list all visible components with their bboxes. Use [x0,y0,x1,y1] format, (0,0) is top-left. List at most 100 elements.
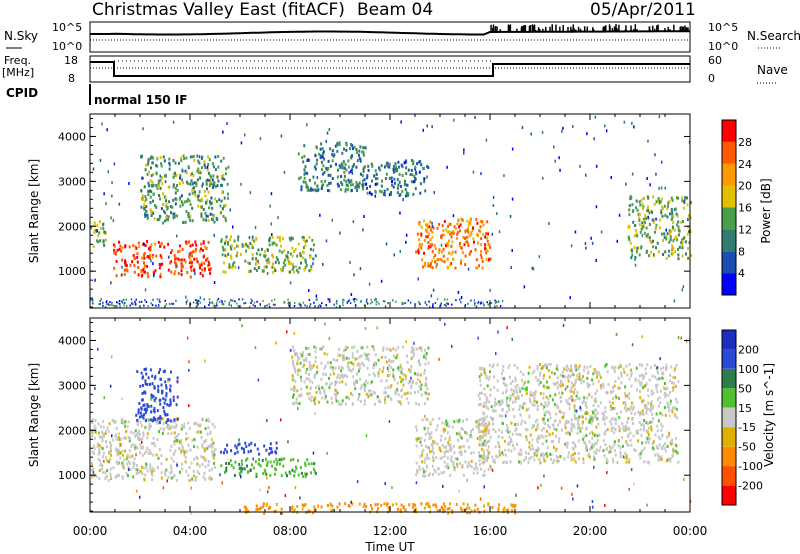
velocity-cell [352,367,355,371]
velocity-cell [547,401,550,405]
power-cell [356,159,359,163]
velocity-cell [491,455,494,459]
power-cell [149,156,152,160]
power-cell [221,253,224,257]
velocity-cell [529,400,532,404]
velocity-cell [478,397,481,401]
velocity-cell [211,437,213,441]
power-cell [416,232,419,236]
velocity-cell [255,504,258,508]
velocity-cell [296,389,299,393]
velocity-cell [659,367,662,371]
power-cell [150,174,153,178]
power-cell [191,243,194,247]
velocity-cell [515,493,517,497]
velocity-cell [427,346,430,350]
velocity-cell [284,471,287,475]
velocity-cell [343,374,346,378]
velocity-cell [381,370,384,373]
velocity-cell [491,418,493,422]
power-cell [173,253,176,257]
velocity-cell [268,447,271,450]
velocity-cell [442,470,445,474]
velocity-cell [143,403,146,407]
velocity-cell [246,457,249,461]
velocity-cell [173,418,176,422]
velocity-cell [417,403,420,407]
power-cell [185,199,188,203]
power-cell [434,253,437,257]
velocity-cell [607,428,609,431]
velocity-cell [323,388,326,392]
velocity-cell [628,396,631,400]
power-cell [257,248,260,252]
power-cell [194,193,197,197]
velocity-cell [588,383,591,387]
velocity-cell [672,388,675,392]
power-cell [205,218,208,222]
velocity-cell [647,433,650,437]
power-cell [378,168,381,172]
velocity-cell [170,425,173,429]
power-cell [480,172,482,176]
velocity-cell [156,421,159,425]
power-cell [180,194,183,198]
velocity-cell [258,462,260,466]
power-cell [147,189,150,193]
power-cell [345,148,348,152]
power-cell [530,132,532,136]
velocity-cell [561,416,564,420]
velocity-cell [582,457,585,461]
velocity-cell [489,388,492,392]
velocity-cell [450,448,453,452]
velocity-cell [459,461,461,465]
velocity-cell [211,453,214,457]
velocity-cell [169,398,172,402]
velocity-cell [297,473,300,477]
velocity-cell [625,364,628,368]
power-cell [180,273,183,277]
velocity-cell [145,372,148,376]
velocity-cell [156,465,159,469]
velocity-cell [108,450,111,454]
power-cell [682,220,684,223]
velocity-cell [624,401,627,404]
velocity-cell [374,353,377,357]
velocity-cell [609,447,612,451]
power-cell [645,226,648,230]
velocity-cell [510,503,513,507]
power-cell [314,154,317,158]
power-cell [167,215,170,219]
power-cell [244,302,247,305]
nave-right-tick-high: 60 [708,54,722,67]
velocity-cell [611,445,614,449]
velocity-cell [347,366,350,370]
velocity-cell [519,390,521,393]
velocity-cell [347,504,350,508]
power-cell [309,255,312,259]
power-cell [392,185,395,189]
power-cell [394,162,397,166]
velocity-cell [598,449,601,452]
power-cell [148,170,150,174]
velocity-cell [514,423,517,426]
power-cell [209,200,211,204]
velocity-cell [569,369,572,373]
velocity-cell [441,507,444,511]
velocity-cell [589,365,592,368]
velocity-cell [611,406,614,410]
velocity-cell [149,382,151,386]
power-cell [420,232,423,236]
power-cell [116,305,118,308]
velocity-cell [578,426,581,430]
power-cell [386,188,389,191]
velocity-cell [676,451,679,455]
power-cell [144,288,147,292]
velocity-cell [424,474,427,478]
power-cell [121,258,124,262]
velocity-cell [483,452,485,456]
velocity-cell [303,380,306,384]
velocity-cell [94,419,97,423]
velocity-cell [122,466,125,470]
velocity-cell [345,356,348,360]
